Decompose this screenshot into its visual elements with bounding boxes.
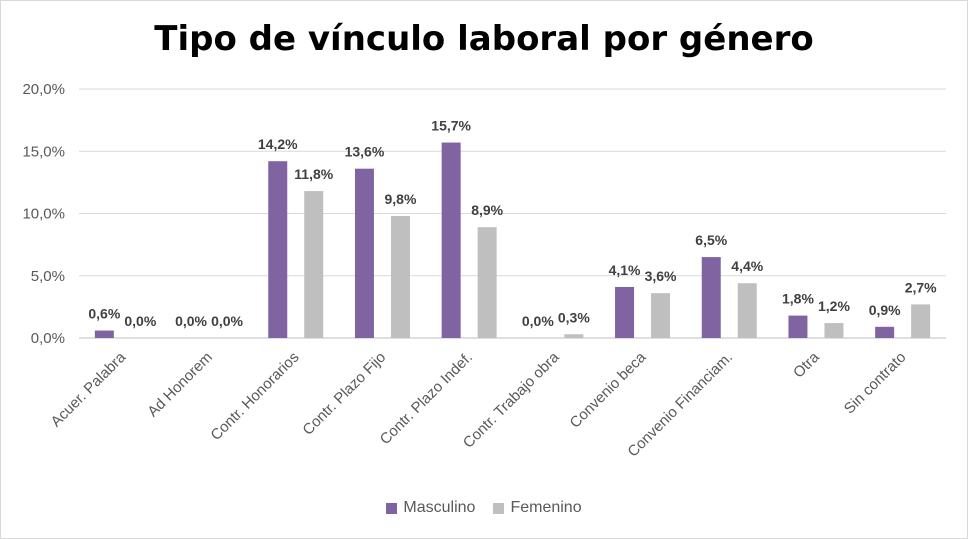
- data-label: 11,8%: [294, 166, 333, 182]
- legend-item-masculino: Masculino: [386, 499, 475, 517]
- bar: [911, 304, 931, 338]
- bar: [354, 168, 374, 338]
- data-label: 13,6%: [345, 144, 385, 160]
- bar: [477, 227, 497, 338]
- legend-swatch-femenino: [493, 502, 505, 514]
- bar: [94, 330, 114, 338]
- category-label: Otra: [790, 348, 823, 381]
- bar: [737, 283, 757, 338]
- category-label: Sin contrato: [841, 349, 910, 418]
- bar: [441, 142, 461, 338]
- y-tick-label: 10,0%: [22, 206, 65, 223]
- data-label: 0,0%: [124, 313, 156, 329]
- data-label: 0,0%: [522, 313, 554, 329]
- data-label: 8,9%: [471, 202, 503, 218]
- data-label: 15,7%: [431, 118, 471, 134]
- data-label: 2,7%: [905, 279, 937, 295]
- category-label: Contr. Honorarios: [207, 349, 302, 444]
- bar: [268, 161, 288, 338]
- data-label: 0,6%: [88, 306, 120, 322]
- data-label: 4,4%: [731, 258, 763, 274]
- legend-label-masculino: Masculino: [403, 499, 476, 516]
- y-tick-label: 15,0%: [22, 143, 65, 160]
- data-label: 0,0%: [175, 313, 207, 329]
- bar: [701, 257, 721, 338]
- data-label: 0,0%: [211, 313, 243, 329]
- y-tick-label: 5,0%: [31, 268, 65, 285]
- category-label: Contr. Plazo Indef.: [377, 349, 476, 448]
- data-label: 3,6%: [645, 268, 677, 284]
- legend-swatch-masculino: [386, 502, 398, 514]
- bar: [824, 323, 844, 338]
- data-label: 4,1%: [609, 262, 641, 278]
- category-label: Contr. Trabajo obra: [460, 348, 563, 451]
- data-label: 1,2%: [818, 298, 850, 314]
- bar: [788, 315, 808, 338]
- y-tick-label: 20,0%: [22, 81, 65, 98]
- data-label: 0,3%: [558, 309, 590, 325]
- bar: [390, 215, 410, 338]
- category-label: Ad Honorem: [144, 349, 216, 421]
- category-label: Convenio beca: [567, 348, 650, 431]
- bar: [564, 334, 584, 338]
- data-label: 14,2%: [258, 136, 298, 152]
- data-label: 1,8%: [782, 291, 814, 307]
- category-label: Contr. Plazo Fijo: [299, 349, 389, 439]
- legend-item-femenino: Femenino: [493, 499, 582, 517]
- bar: [304, 191, 324, 338]
- legend: Masculino Femenino: [1, 499, 967, 517]
- legend-label-femenino: Femenino: [510, 499, 582, 516]
- bar: [651, 293, 671, 338]
- bar: [875, 326, 895, 338]
- category-label: Acuer. Palabra: [48, 348, 130, 430]
- data-label: 9,8%: [384, 191, 416, 207]
- bar: [615, 286, 635, 338]
- chart-title: Tipo de vínculo laboral por género: [154, 19, 814, 59]
- data-label: 6,5%: [695, 232, 727, 248]
- data-label: 0,9%: [869, 302, 901, 318]
- y-tick-label: 0,0%: [31, 330, 65, 347]
